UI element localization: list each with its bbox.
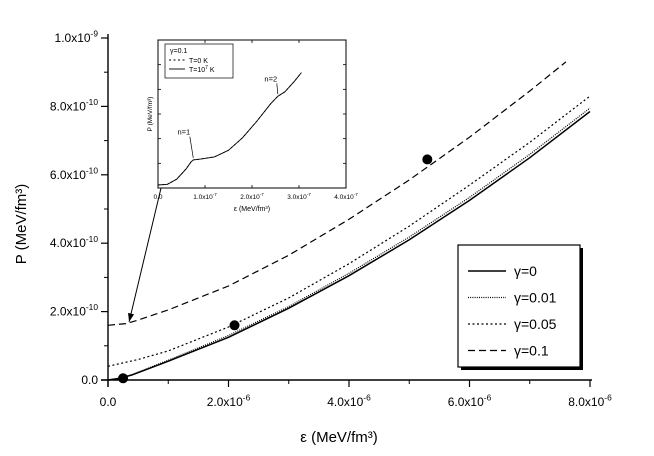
inset-x-tick-label: 3.0x10-7 bbox=[287, 192, 311, 201]
legend-label-3: γ=0.1 bbox=[514, 343, 549, 359]
legend-box bbox=[457, 244, 581, 368]
x-tick-label: 2.0x10-6 bbox=[207, 393, 251, 409]
y-tick-label: 6.0x10-10 bbox=[50, 165, 98, 181]
inset-annotation-label-1: n=2 bbox=[264, 74, 277, 83]
y-tick-label: 0.0 bbox=[81, 373, 98, 387]
y-axis-title: P (MeV/fm³) bbox=[13, 184, 30, 265]
series-line-3 bbox=[107, 61, 567, 326]
y-tick-label: 8.0x10-10 bbox=[50, 97, 98, 113]
inset-annotation-line-0 bbox=[189, 136, 194, 158]
y-tick-label: 2.0x10-10 bbox=[50, 302, 98, 318]
inset-x-axis-title: ε (MeV/fm³) bbox=[234, 206, 270, 213]
inset-annotation-line-1 bbox=[276, 83, 279, 95]
inset-legend-label-0: T=0 K bbox=[189, 58, 208, 65]
inset-annotation-label-0: n=1 bbox=[177, 128, 190, 137]
inset-x-tick-label: 0.0 bbox=[153, 194, 162, 201]
data-point-2 bbox=[422, 154, 433, 165]
series-line-2 bbox=[107, 95, 591, 367]
legend-label-0: γ=0 bbox=[514, 263, 537, 279]
inset-legend-title: γ=0.1 bbox=[170, 48, 187, 55]
x-tick-label: 0.0 bbox=[100, 395, 117, 409]
inset-x-tick-label: 1.0x10-7 bbox=[193, 192, 217, 201]
data-point-0 bbox=[118, 373, 129, 384]
x-tick-label: 6.0x10-6 bbox=[448, 393, 492, 409]
x-axis-title: ε (MeV/fm³) bbox=[300, 429, 378, 446]
inset-legend-box bbox=[164, 43, 234, 79]
y-tick-label: 4.0x10-10 bbox=[50, 234, 98, 250]
y-tick-label: 1.0x10-9 bbox=[55, 29, 99, 45]
inset-x-tick-label: 4.0x10-7 bbox=[334, 192, 358, 201]
inset-series-line-1 bbox=[157, 72, 302, 186]
inset-y-axis-title: P (MeV/fm³) bbox=[147, 97, 154, 132]
legend-label-1: γ=0.01 bbox=[514, 290, 557, 306]
inset-legend-label-1: T=107 K bbox=[189, 65, 215, 74]
x-tick-label: 8.0x10-6 bbox=[568, 393, 612, 409]
inset-chart: 0.0 1.0x10-7 2.0x10-7 3.0x10-7 4.0x10-7 ε (Me… bbox=[147, 39, 358, 213]
inset-x-tick-label: 2.0x10-7 bbox=[240, 192, 264, 201]
data-point-1 bbox=[229, 320, 240, 331]
legend-label-2: γ=0.05 bbox=[514, 316, 557, 332]
arrow-head-0 bbox=[128, 312, 135, 322]
x-tick-label: 4.0x10-6 bbox=[327, 393, 371, 409]
series-line-1 bbox=[107, 107, 591, 381]
